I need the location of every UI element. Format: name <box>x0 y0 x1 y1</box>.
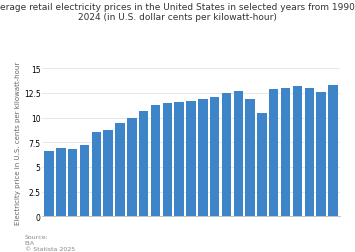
Bar <box>151 106 160 216</box>
Bar <box>68 149 77 216</box>
Bar <box>103 131 113 216</box>
Text: Source:
EIA
© Statista 2025: Source: EIA © Statista 2025 <box>25 234 75 251</box>
Bar <box>328 86 338 216</box>
Bar <box>269 90 278 216</box>
Bar <box>92 132 101 216</box>
Bar <box>56 149 66 216</box>
Y-axis label: Electricity price in U.S. cents per kilowatt-hour: Electricity price in U.S. cents per kilo… <box>15 61 21 224</box>
Bar <box>316 93 326 216</box>
Bar <box>44 152 54 216</box>
Bar <box>257 113 267 216</box>
Bar <box>293 87 302 216</box>
Bar <box>245 100 255 216</box>
Bar <box>139 112 148 216</box>
Bar <box>127 119 137 216</box>
Text: Average retail electricity prices in the United States in selected years from 19: Average retail electricity prices in the… <box>0 3 355 22</box>
Bar <box>186 101 196 216</box>
Bar <box>163 103 172 216</box>
Bar <box>222 93 231 216</box>
Bar <box>174 103 184 216</box>
Bar <box>305 88 314 216</box>
Bar <box>234 92 243 216</box>
Bar <box>115 123 125 216</box>
Bar <box>281 88 290 216</box>
Bar <box>80 145 89 216</box>
Bar <box>210 97 219 216</box>
Bar <box>198 100 208 216</box>
